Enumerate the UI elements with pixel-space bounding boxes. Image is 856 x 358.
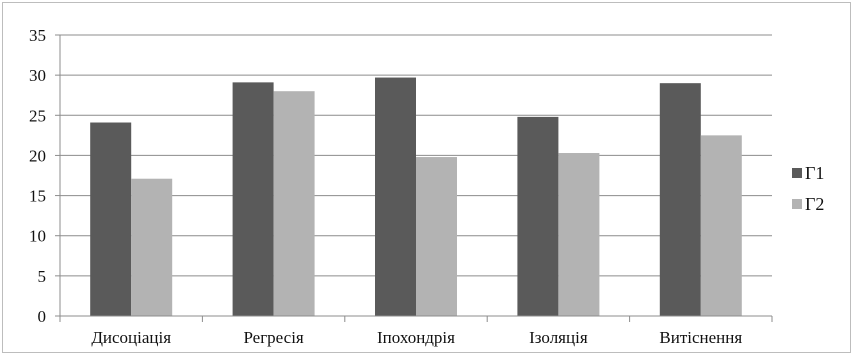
bar-1-5 [659,83,701,317]
y-tick-labels: 0 5 10 15 20 25 30 35 [29,26,46,326]
bar-2-5 [700,135,742,316]
x-tick-label: Ізоляція [529,328,588,347]
x-tick-label: Дисоціація [91,328,171,347]
legend: Г1 Г2 [792,163,824,214]
y-tick-label: 25 [29,106,46,125]
bar-2-1 [131,178,173,316]
bar-1-2 [232,82,274,317]
y-tick-label: 35 [29,26,46,45]
bar-2-3 [416,157,457,316]
bar-1-4 [517,116,559,317]
y-tick-label: 30 [29,66,46,85]
y-tick-label: 5 [38,267,47,286]
legend-swatch-1 [792,168,802,178]
y-tick-label: 10 [29,227,46,246]
bar-2-2 [273,91,315,316]
x-tick-label: Регресія [243,328,303,347]
bar-2-4 [558,153,600,316]
y-tick-label: 15 [29,187,46,206]
legend-label-2: Г2 [805,194,824,214]
bar-1-1 [90,122,132,316]
y-tick-label: 20 [29,146,46,165]
bar-1-3 [375,77,416,317]
y-tick-label: 0 [38,307,47,326]
bars [90,77,742,317]
x-tick-labels: Дисоціація Регресія Іпохондрія Ізоляція Виті… [91,328,742,347]
axes [55,34,773,322]
legend-label-1: Г1 [805,163,824,183]
x-tick-label: Витіснення [659,328,742,347]
legend-swatch-2 [792,199,802,209]
x-tick-label: Іпохондрія [377,328,455,347]
